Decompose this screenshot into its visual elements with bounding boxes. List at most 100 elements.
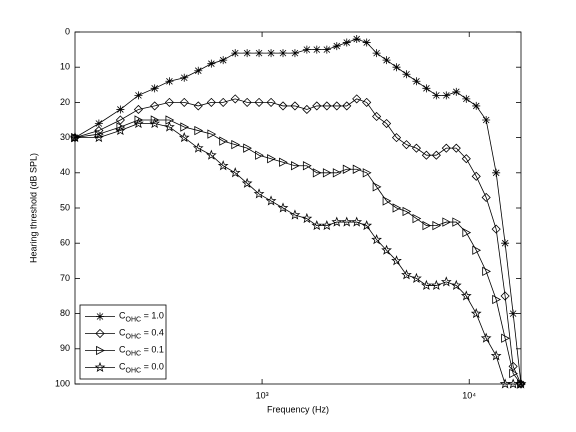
data-point <box>361 219 373 231</box>
data-point <box>501 333 510 343</box>
data-point <box>219 56 228 65</box>
data-point <box>401 140 412 150</box>
data-point <box>165 115 175 125</box>
data-point <box>69 131 81 143</box>
legend-label: COHC = 0.1 <box>119 345 164 357</box>
data-point <box>321 219 333 231</box>
data-point <box>352 94 362 104</box>
data-point <box>452 87 461 96</box>
data-point <box>150 115 160 125</box>
y-tick-label: 50 <box>60 202 70 212</box>
data-point <box>442 91 451 100</box>
data-point <box>165 77 174 86</box>
legend-label: COHC = 0.0 <box>119 362 164 374</box>
data-point <box>302 104 312 115</box>
data-point <box>302 45 311 54</box>
data-point <box>460 290 472 301</box>
data-point <box>219 136 229 146</box>
y-tick-label: 0 <box>65 26 70 36</box>
y-tick-label: 30 <box>60 132 70 142</box>
data-point <box>391 255 402 266</box>
data-point <box>472 101 481 110</box>
data-point <box>231 49 240 58</box>
data-point <box>150 101 160 111</box>
data-point <box>382 196 392 206</box>
data-point <box>450 279 462 290</box>
y-tick-label: 100 <box>55 378 70 388</box>
data-point <box>501 239 510 248</box>
y-tick-label: 40 <box>60 167 70 177</box>
legend-marker <box>95 328 105 339</box>
x-tick-label: 10³ <box>256 390 269 400</box>
data-point <box>94 119 103 128</box>
data-point <box>322 45 331 54</box>
data-point <box>362 38 371 47</box>
data-point <box>412 213 422 224</box>
data-point <box>134 115 144 125</box>
series-line <box>75 123 521 385</box>
data-point <box>352 164 362 174</box>
data-point <box>218 97 228 107</box>
data-point <box>265 195 277 206</box>
data-point <box>342 101 352 111</box>
x-axis-label: Frequency (Hz) <box>267 404 329 414</box>
y-axis-label: Hearing threshold (dB SPL) <box>28 153 38 263</box>
y-tick-label: 70 <box>60 273 70 283</box>
data-point <box>432 91 441 100</box>
data-point <box>470 307 482 319</box>
data-point <box>243 49 252 58</box>
data-point <box>302 161 312 171</box>
data-point <box>267 49 276 58</box>
data-point <box>401 269 412 280</box>
data-point <box>362 97 372 107</box>
data-point <box>332 42 341 51</box>
legend-label: COHC = 1.0 <box>119 311 164 323</box>
data-point <box>372 111 382 122</box>
data-point <box>372 49 381 58</box>
data-point <box>509 368 518 379</box>
data-point <box>481 192 491 203</box>
data-point <box>432 220 442 231</box>
data-point <box>482 116 491 124</box>
data-point <box>231 139 241 150</box>
data-point <box>255 150 264 160</box>
data-point <box>179 97 189 107</box>
data-point <box>217 160 229 171</box>
data-point <box>290 49 299 58</box>
data-point <box>411 143 422 153</box>
data-point <box>115 115 125 125</box>
data-point <box>411 272 422 283</box>
data-point <box>402 70 411 79</box>
data-point <box>116 122 126 132</box>
data-point <box>391 133 402 143</box>
data-point <box>207 129 217 139</box>
data-point <box>431 150 441 160</box>
data-point <box>194 66 203 75</box>
data-point <box>229 167 241 178</box>
y-tick-label: 60 <box>60 238 70 248</box>
data-point <box>277 202 289 213</box>
data-point <box>94 129 104 139</box>
legend: COHC = 1.0 COHC = 0.4 COHC = 0.1 COHC = 0.0 <box>79 304 167 380</box>
data-point <box>500 291 510 301</box>
data-point <box>133 117 144 129</box>
data-point <box>440 276 452 287</box>
y-tick-label: 20 <box>60 97 70 107</box>
data-point <box>472 245 482 255</box>
data-point <box>371 234 382 245</box>
data-point <box>482 266 492 277</box>
data-point <box>206 97 216 107</box>
data-point <box>331 216 343 227</box>
data-point <box>193 101 203 111</box>
data-point <box>471 171 481 181</box>
data-point <box>312 45 321 54</box>
legend-marker <box>94 361 106 373</box>
legend-label: COHC = 0.4 <box>119 328 164 340</box>
data-point <box>312 168 322 178</box>
data-point <box>422 84 431 93</box>
data-point <box>278 101 288 111</box>
data-point <box>178 131 190 143</box>
data-point <box>491 224 501 234</box>
data-point <box>421 150 431 160</box>
